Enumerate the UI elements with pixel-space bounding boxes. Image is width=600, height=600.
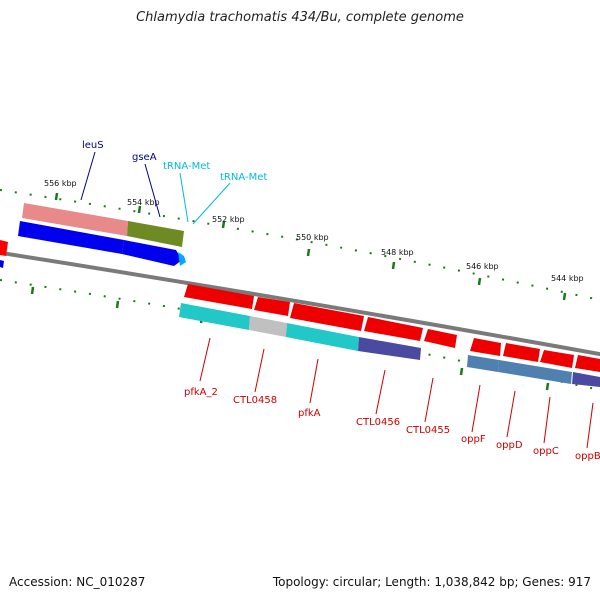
forward-features [0,203,186,268]
steel-band-1 [467,355,499,372]
cyan-band-1 [179,303,250,330]
cyan-band-2 [286,323,359,351]
leuS-feature [22,203,128,236]
steel-band-2 [498,360,572,384]
tick-label: 548 kbp [381,248,414,257]
trna-feature [178,252,186,266]
accession-text: Accession: NC_010287 [9,575,146,589]
reverse-features [179,284,600,387]
top-labels: leuS gseA tRNA-Met tRNA-Met [82,140,267,183]
pfkA-gene [290,303,364,331]
genome-stats-text: Topology: circular; Length: 1,038,842 bp… [272,575,591,589]
steel-band-3 [572,372,600,387]
gene-label-trna-met: tRNA-Met [220,172,267,183]
gene-label-leuS: leuS [82,140,104,151]
gene-label-ctl0458: CTL0458 [233,395,277,406]
oppB-gene [575,355,600,372]
tick-label: 552 kbp [212,215,245,224]
ctl0458-gene [254,297,290,316]
purple-band [358,337,421,360]
tick-label: 550 kbp [296,233,329,242]
gene-label-pfkA_2: pfkA_2 [184,387,218,398]
inner-major-ticks [30,286,550,391]
gene-label-ctl0456: CTL0456 [356,417,400,428]
top-leader-lines [80,151,231,225]
gene-label-oppD: oppD [496,440,523,451]
cds-arrow-1 [18,221,124,254]
tick-label: 546 kbp [466,262,499,271]
gene-label-ctl0455: CTL0455 [406,425,450,436]
major-ticks [54,192,567,301]
gseA-feature [127,221,184,247]
pfkA_2-gene [184,284,254,309]
oppF-gene [470,338,501,356]
gene-label-oppF: oppF [461,434,486,445]
gene-label-gseA: gseA [132,152,157,163]
ctl0455-gene [424,329,457,348]
left-feature [0,240,8,256]
map-title: Chlamydia trachomatis 434/Bu, complete g… [136,10,464,25]
left-feature-2 [0,260,4,268]
oppD-gene [503,343,540,362]
bottom-leader-lines [199,337,594,449]
grey-band [249,316,287,337]
gene-label-trna-met: tRNA-Met [163,161,210,172]
cds-arrow-2 [122,240,182,266]
oppC-gene [540,350,574,368]
tick-label: 544 kbp [551,274,584,283]
gene-label-pfkA: pfkA [298,408,321,419]
gene-label-oppC: oppC [533,446,559,457]
tick-label: 556 kbp [44,179,77,188]
ctl0456-gene [364,317,423,341]
gene-label-oppB: oppB [575,451,600,462]
tick-labels: 556 kbp 554 kbp 552 kbp 550 kbp 548 kbp … [44,179,584,283]
bottom-labels: pfkA_2 CTL0458 pfkA CTL0456 CTL0455 oppF… [184,387,600,462]
genome-backbone [0,250,600,357]
tick-label: 554 kbp [127,198,160,207]
